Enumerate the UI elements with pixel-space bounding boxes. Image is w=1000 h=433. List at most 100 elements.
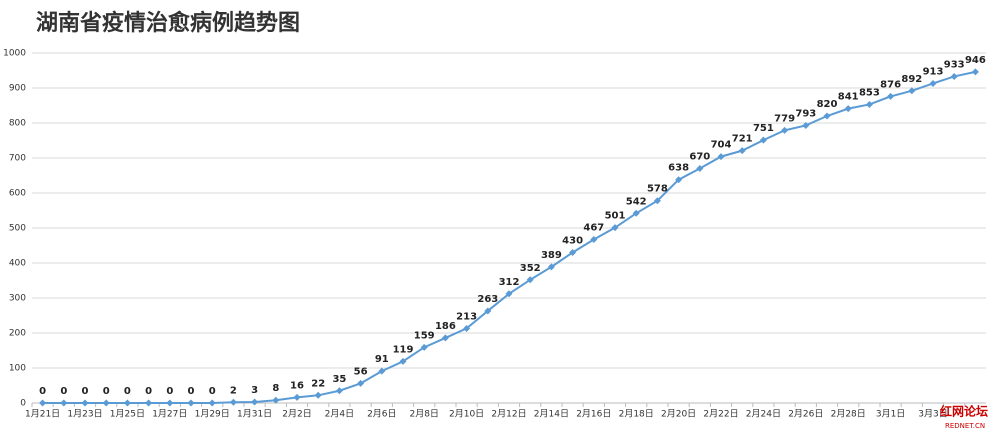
y-tick-label: 500 bbox=[9, 224, 26, 234]
data-label: 501 bbox=[605, 211, 626, 222]
data-label: 0 bbox=[166, 386, 173, 397]
data-label: 853 bbox=[859, 87, 880, 98]
point bbox=[823, 112, 831, 120]
data-label: 352 bbox=[520, 263, 541, 274]
data-label: 841 bbox=[838, 92, 859, 103]
point bbox=[526, 276, 534, 284]
data-label: 56 bbox=[354, 366, 368, 377]
y-tick-label: 1000 bbox=[3, 49, 26, 59]
point bbox=[123, 399, 131, 407]
data-label: 119 bbox=[393, 344, 414, 355]
data-label: 213 bbox=[456, 311, 477, 322]
point bbox=[39, 399, 47, 407]
data-label: 3 bbox=[251, 385, 258, 396]
point bbox=[802, 121, 810, 129]
y-tick-label: 200 bbox=[9, 329, 26, 339]
data-label: 186 bbox=[435, 321, 456, 332]
point bbox=[229, 398, 237, 406]
x-tick-label: 2月18日 bbox=[619, 409, 654, 420]
watermark-url: REDNET.CN bbox=[945, 422, 985, 430]
data-label: 0 bbox=[145, 386, 152, 397]
point bbox=[781, 126, 789, 134]
point bbox=[251, 398, 259, 406]
x-tick-label: 2月2日 bbox=[282, 409, 311, 420]
data-label: 16 bbox=[290, 380, 304, 391]
x-tick-label: 2月6日 bbox=[367, 409, 396, 420]
point bbox=[717, 153, 725, 161]
y-tick-label: 700 bbox=[9, 154, 26, 164]
y-tick-label: 400 bbox=[9, 259, 26, 269]
data-label: 0 bbox=[39, 386, 46, 397]
data-label: 389 bbox=[541, 250, 562, 261]
x-tick-label: 3月3日 bbox=[918, 409, 947, 420]
data-label: 820 bbox=[817, 99, 838, 110]
data-label: 704 bbox=[711, 140, 732, 151]
data-label: 793 bbox=[795, 108, 816, 119]
x-tick-label: 2月10日 bbox=[449, 409, 484, 420]
point bbox=[378, 367, 386, 375]
x-tick-label: 2月20日 bbox=[661, 409, 696, 420]
x-tick-label: 1月25日 bbox=[110, 409, 145, 420]
point bbox=[590, 236, 598, 244]
data-label: 913 bbox=[923, 66, 944, 77]
point bbox=[335, 387, 343, 395]
point bbox=[611, 224, 619, 232]
point bbox=[166, 399, 174, 407]
point bbox=[738, 147, 746, 155]
data-label: 22 bbox=[311, 378, 325, 389]
data-label: 91 bbox=[375, 354, 389, 365]
point bbox=[696, 165, 704, 172]
y-tick-label: 900 bbox=[9, 84, 26, 94]
data-label: 35 bbox=[332, 374, 346, 385]
x-tick-label: 1月23日 bbox=[67, 409, 102, 420]
point bbox=[675, 176, 683, 184]
data-label: 0 bbox=[82, 386, 89, 397]
y-tick-label: 0 bbox=[20, 399, 26, 409]
data-label: 933 bbox=[944, 59, 965, 70]
point bbox=[272, 396, 280, 404]
point bbox=[60, 399, 68, 407]
y-tick-label: 600 bbox=[9, 189, 26, 199]
y-tick-label: 100 bbox=[9, 364, 26, 374]
point bbox=[145, 399, 153, 407]
data-label: 542 bbox=[626, 196, 647, 207]
x-tick-label: 2月4日 bbox=[325, 409, 354, 420]
point bbox=[971, 68, 979, 76]
point bbox=[484, 307, 492, 315]
point bbox=[505, 290, 513, 298]
point bbox=[314, 391, 322, 399]
x-tick-label: 1月31日 bbox=[237, 409, 272, 420]
data-label: 670 bbox=[689, 152, 710, 163]
data-label: 0 bbox=[60, 386, 67, 397]
x-tick-label: 2月12日 bbox=[491, 409, 526, 420]
y-tick-label: 800 bbox=[9, 119, 26, 129]
point bbox=[420, 343, 428, 351]
data-label: 779 bbox=[774, 113, 795, 124]
point bbox=[632, 209, 640, 217]
point bbox=[441, 334, 449, 342]
point bbox=[908, 87, 916, 95]
point bbox=[887, 92, 895, 100]
point bbox=[102, 399, 110, 407]
point bbox=[399, 357, 407, 365]
point bbox=[547, 263, 555, 271]
point bbox=[293, 393, 301, 401]
point bbox=[653, 197, 661, 205]
data-label: 721 bbox=[732, 134, 753, 145]
data-label: 0 bbox=[188, 386, 195, 397]
y-tick-label: 300 bbox=[9, 294, 26, 304]
point bbox=[208, 399, 216, 407]
point bbox=[357, 379, 365, 387]
x-tick-label: 2月14日 bbox=[534, 409, 569, 420]
data-label: 467 bbox=[583, 223, 604, 234]
data-label: 430 bbox=[562, 236, 583, 247]
data-label: 8 bbox=[272, 383, 279, 394]
data-label: 946 bbox=[965, 55, 986, 66]
x-tick-label: 2月8日 bbox=[409, 409, 438, 420]
data-label: 892 bbox=[901, 74, 922, 85]
x-tick-label: 1月29日 bbox=[195, 409, 230, 420]
x-tick-label: 2月26日 bbox=[788, 409, 823, 420]
point bbox=[950, 72, 958, 80]
